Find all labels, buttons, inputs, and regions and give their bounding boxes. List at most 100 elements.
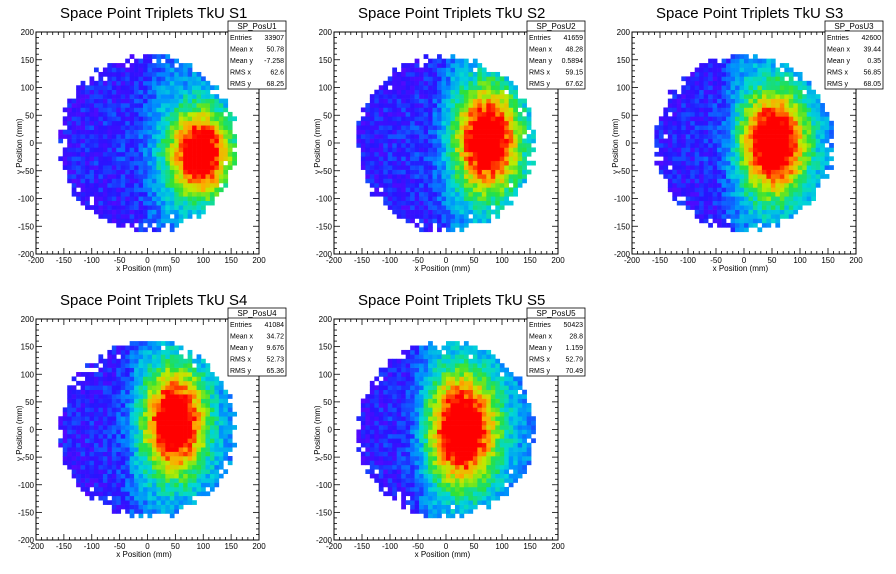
- heatmap-cell: [486, 200, 492, 206]
- heatmap-cell: [450, 165, 456, 170]
- heatmap-cell: [788, 120, 794, 126]
- heatmap-cell: [717, 107, 722, 113]
- heatmap-cell: [797, 125, 803, 130]
- heatmap-cell: [134, 182, 139, 188]
- heatmap-cell: [165, 205, 171, 210]
- heatmap-cell: [111, 174, 117, 179]
- heatmap-cell: [441, 111, 447, 117]
- heatmap-cell: [699, 89, 704, 95]
- heatmap-cell: [169, 85, 175, 91]
- heatmap-cell: [748, 120, 754, 126]
- heatmap-cell: [730, 129, 736, 135]
- heatmap-cell: [481, 147, 487, 153]
- heatmap-cell: [93, 478, 99, 483]
- heatmap-cell: [685, 187, 691, 193]
- heatmap-cell: [784, 94, 790, 99]
- heatmap-cell: [441, 214, 447, 219]
- heatmap-cell: [526, 160, 532, 166]
- heatmap-cell: [143, 349, 148, 355]
- heatmap-cell: [721, 174, 727, 179]
- heatmap-cell: [89, 372, 95, 377]
- heatmap-cell: [165, 63, 171, 68]
- heatmap-cell: [441, 169, 447, 175]
- heatmap-cell: [477, 187, 483, 193]
- heatmap-cell: [156, 473, 162, 479]
- heatmap-cell: [378, 156, 384, 162]
- heatmap-cell: [766, 125, 772, 130]
- heatmap-cell: [726, 191, 731, 197]
- heatmap-cell: [67, 143, 72, 148]
- heatmap-cell: [712, 63, 718, 68]
- heatmap-cell: [183, 191, 188, 197]
- heatmap-cell: [67, 134, 72, 139]
- heatmap-cell: [156, 165, 162, 170]
- heatmap-cell: [160, 464, 166, 470]
- heatmap-cell: [93, 80, 99, 86]
- heatmap-cell: [125, 214, 130, 219]
- heatmap-cell: [472, 58, 478, 64]
- heatmap-cell: [93, 376, 99, 382]
- heatmap-cell: [401, 200, 406, 206]
- heatmap-cell: [694, 111, 700, 117]
- heatmap-cell: [120, 349, 126, 355]
- heatmap-cell: [169, 218, 175, 224]
- heatmap-cell: [71, 111, 77, 117]
- heatmap-cell: [481, 174, 487, 179]
- heatmap-cell: [98, 402, 104, 408]
- heatmap-cell: [708, 116, 713, 122]
- heatmap-cell: [717, 147, 722, 153]
- heatmap-cell: [508, 89, 514, 95]
- heatmap-cell: [143, 504, 148, 510]
- heatmap-cell: [392, 103, 398, 108]
- heatmap-cell: [779, 89, 785, 95]
- heatmap-cell: [811, 174, 816, 179]
- heatmap-cell: [125, 402, 130, 408]
- heatmap-cell: [513, 191, 518, 197]
- heatmap-cell: [205, 80, 211, 86]
- heatmap-cell: [93, 169, 99, 175]
- heatmap-cell: [93, 416, 99, 421]
- heatmap-cell: [80, 151, 86, 157]
- heatmap-cell: [744, 214, 749, 219]
- heatmap-cell: [459, 80, 465, 86]
- heatmap-cell: [748, 191, 754, 197]
- heatmap-cell: [721, 85, 727, 91]
- heatmap-cell: [667, 116, 673, 122]
- heatmap-cell: [151, 500, 157, 505]
- heatmap-cell: [726, 182, 731, 188]
- heatmap-cell: [797, 89, 803, 95]
- heatmap-cell: [387, 187, 393, 193]
- heatmap-cell: [71, 107, 77, 113]
- heatmap-cell: [414, 129, 420, 135]
- heatmap-cell: [437, 191, 442, 197]
- heatmap-cell: [481, 116, 487, 122]
- heatmap-cell: [396, 134, 402, 139]
- heatmap-cell: [770, 151, 776, 157]
- heatmap-cell: [62, 156, 68, 162]
- heatmap-cell: [797, 116, 803, 122]
- heatmap-cell: [522, 120, 527, 126]
- heatmap-cell: [806, 80, 812, 86]
- heatmap-cell: [793, 120, 799, 126]
- heatmap-cell: [160, 380, 166, 386]
- heatmap-cell: [806, 178, 812, 184]
- heatmap-cell: [111, 504, 117, 510]
- heatmap-cell: [748, 187, 754, 193]
- heatmap-cell: [748, 129, 754, 135]
- heatmap-cell: [667, 147, 673, 153]
- heatmap-cell: [76, 120, 81, 126]
- heatmap-cell: [829, 165, 834, 170]
- heatmap-cell: [129, 125, 135, 130]
- heatmap-cell: [169, 80, 175, 86]
- heatmap-cell: [387, 147, 393, 153]
- heatmap-cell: [428, 103, 433, 108]
- heatmap-cell: [214, 116, 220, 122]
- heatmap-cell: [196, 134, 202, 139]
- heatmap-cell: [681, 120, 687, 126]
- heatmap-cell: [784, 187, 790, 193]
- heatmap-cell: [432, 71, 438, 77]
- heatmap-cell: [129, 98, 135, 104]
- heatmap-cell: [495, 134, 501, 139]
- heatmap-cell: [80, 416, 86, 421]
- heatmap-cell: [392, 107, 398, 113]
